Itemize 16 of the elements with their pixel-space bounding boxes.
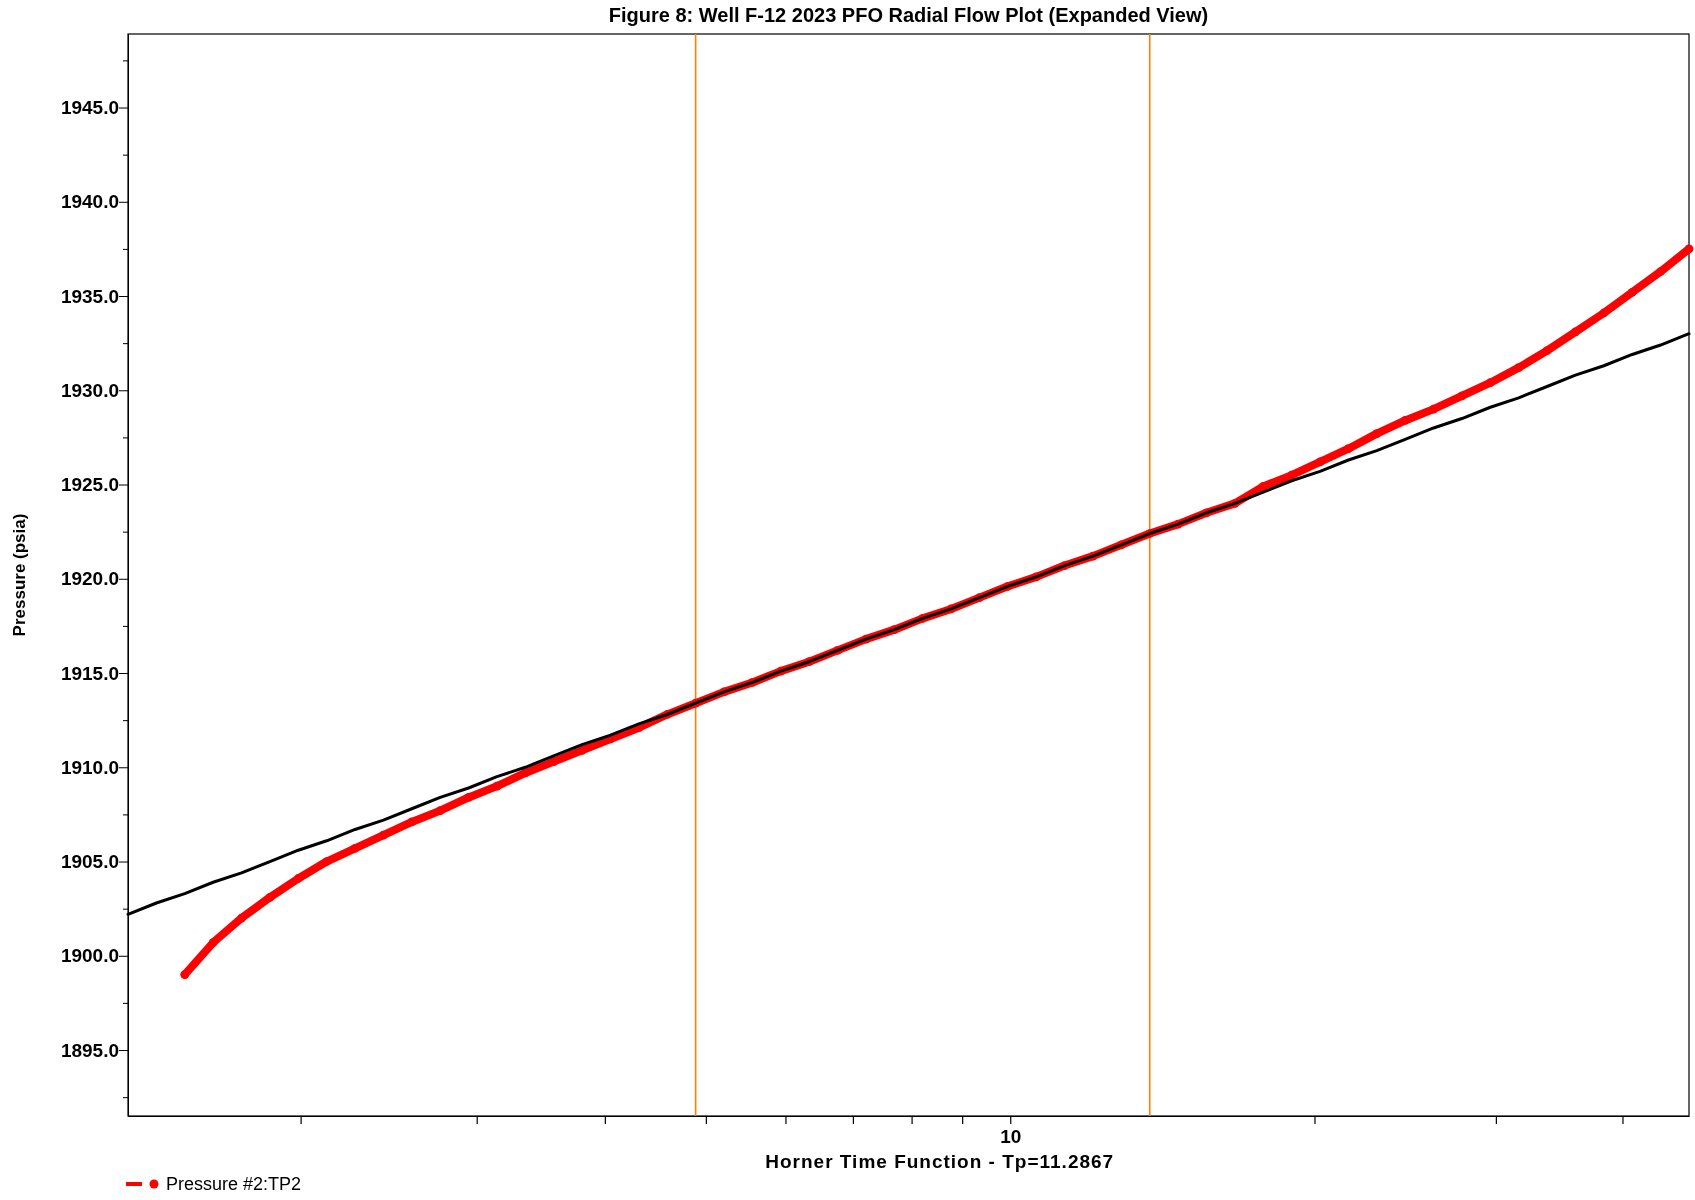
y-tick-label: 1910.0 <box>60 756 119 778</box>
y-axis-title: Pressure (psia) <box>10 513 29 637</box>
y-tick-label: 1945.0 <box>60 97 119 119</box>
x-axis-title: Horner Time Function - Tp=11.2867 <box>765 1151 1115 1172</box>
y-tick-label: 1925.0 <box>60 474 119 496</box>
y-tick-label: 1915.0 <box>60 662 119 684</box>
y-tick-label: 1935.0 <box>60 285 119 307</box>
y-tick-label: 1895.0 <box>60 1039 119 1061</box>
legend-label: Pressure #2:TP2 <box>166 1174 302 1194</box>
chart-title: Figure 8: Well F-12 2023 PFO Radial Flow Plot (Expanded View) <box>608 4 1209 26</box>
y-tick-label: 1905.0 <box>60 851 119 873</box>
y-tick-label: 1930.0 <box>60 379 119 401</box>
text: 10 <box>1000 1126 1022 1147</box>
y-tick-label: 1900.0 <box>60 945 119 967</box>
y-tick-label: 1940.0 <box>60 191 119 213</box>
y-tick-label: 1920.0 <box>60 568 119 590</box>
